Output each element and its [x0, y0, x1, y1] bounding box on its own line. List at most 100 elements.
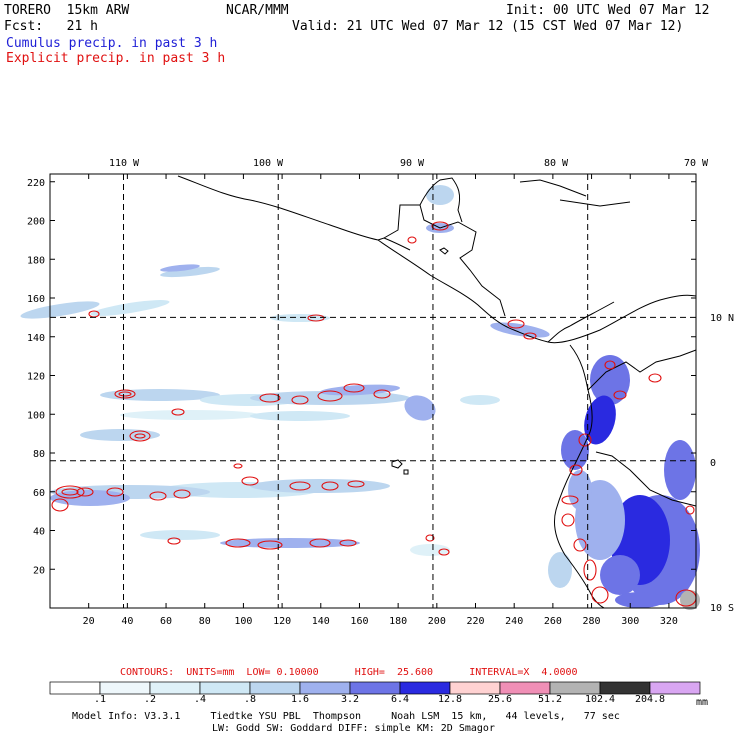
- explicit-precip-contour: [173, 489, 191, 499]
- precip-fill-blob: [615, 592, 665, 608]
- scale-value-label: 3.2: [340, 694, 360, 705]
- explicit-precip-contour: [373, 389, 391, 399]
- explicit-precip-contour: [257, 540, 283, 550]
- longitude-label: 90 W: [400, 158, 425, 169]
- explicit-precip-contour: [343, 383, 365, 393]
- caribbean-coast: [547, 294, 697, 344]
- scale-color-box: [399, 681, 451, 695]
- precip-fill-blob: [590, 355, 630, 405]
- caribbean-islands: [519, 179, 631, 207]
- x-tick-label: 200: [428, 616, 446, 627]
- y-tick-label: 220: [27, 178, 45, 189]
- explicit-precip-contour: [241, 476, 259, 486]
- precip-fill-blob: [250, 479, 390, 493]
- precip-fill-blob: [568, 470, 592, 510]
- explicit-precip-contour: [233, 463, 243, 469]
- explicit-precip-contour: [149, 491, 167, 501]
- y-tick-label: 120: [27, 372, 45, 383]
- y-tick-label: 180: [27, 255, 45, 266]
- coastline-layer: [177, 175, 697, 609]
- explicit-precip-contour: [114, 389, 136, 399]
- precip-fill-blob: [140, 530, 220, 540]
- y-tick-label: 160: [27, 294, 45, 305]
- contour-info: CONTOURS: UNITS=mm LOW= 0.10000 HIGH= 25…: [120, 667, 578, 678]
- precip-fill-blob: [160, 264, 200, 272]
- explicit-precip-contour: [317, 390, 343, 402]
- explicit-precip-contour: [51, 498, 69, 512]
- scale-color-box: [149, 681, 201, 695]
- precip-fill-blob: [20, 301, 100, 319]
- x-tick-label: 240: [505, 616, 523, 627]
- scale-color-box: [99, 681, 151, 695]
- map-frame: [49, 173, 697, 609]
- latitude-label: 10 S: [710, 603, 734, 614]
- explicit-precip-contour: [309, 538, 331, 548]
- scale-value-label: .8: [243, 694, 257, 705]
- precip-fill-blob: [404, 395, 436, 421]
- scale-color-box: [199, 681, 251, 695]
- scale-color-box: [49, 681, 101, 695]
- x-tick-label: 260: [544, 616, 562, 627]
- explicit-precip-contour: [225, 538, 251, 548]
- island-cocos: [439, 247, 449, 255]
- model-physics: LW: Godd SW: Goddard DIFF: simple KM: 2D…: [212, 723, 495, 734]
- scale-color-box: [249, 681, 301, 695]
- scale-value-label: 51.2: [537, 694, 563, 705]
- precip-fill-blob: [250, 411, 350, 421]
- longitude-label: 110 W: [109, 158, 140, 169]
- scale-color-box: [599, 681, 651, 695]
- x-tick-label: 120: [273, 616, 291, 627]
- y-tick-label: 140: [27, 333, 45, 344]
- explicit-precip-contour: [431, 221, 449, 231]
- longitude-label: 80 W: [544, 158, 569, 169]
- explicit-precip-contour: [61, 488, 79, 496]
- explicit-precip-contour: [106, 487, 124, 497]
- precip-fill-blob: [600, 555, 640, 595]
- explicit-precip-contour: [259, 393, 281, 403]
- precip-fill-blob: [120, 410, 260, 420]
- explicit-precip-contour: [523, 332, 537, 340]
- y-tick-label: 60: [33, 488, 45, 499]
- x-tick-label: 220: [466, 616, 484, 627]
- x-tick-label: 140: [312, 616, 330, 627]
- scale-value-label: 1.6: [290, 694, 310, 705]
- x-axis-ticks: 20 40 60 80 100 120 140 160 180 200 220 240 260 280 30…: [83, 174, 678, 627]
- explicit-precip-contour: [578, 433, 592, 447]
- scale-value-label: 12.8: [437, 694, 463, 705]
- precip-fill-blob: [50, 490, 130, 506]
- color-scale-bar: [49, 681, 701, 695]
- scale-color-box: [549, 681, 601, 695]
- precip-fill-blob: [548, 552, 572, 588]
- longitude-labels: 110 W 100 W 90 W 80 W 70 W: [109, 158, 709, 169]
- explicit-precip-contour: [507, 319, 525, 329]
- valid-time: Valid: 21 UTC Wed 07 Mar 12 (15 CST Wed …: [292, 19, 684, 34]
- scale-color-box: [499, 681, 551, 695]
- precip-fill-blob: [460, 395, 500, 405]
- latitude-label: 10 N: [710, 313, 734, 324]
- precip-fill-blob: [664, 440, 696, 500]
- y-tick-label: 40: [33, 527, 45, 538]
- scale-color-box: [299, 681, 351, 695]
- scale-value-label: 102.4: [584, 694, 616, 705]
- scale-color-box: [449, 681, 501, 695]
- explicit-precip-contour: [167, 537, 181, 545]
- lat-lon-grid: [50, 174, 696, 608]
- explicit-precip-contour: [347, 480, 365, 488]
- explicit-precip-contour: [685, 505, 695, 515]
- scale-value-label: 25.6: [487, 694, 513, 705]
- scale-value-label: .1: [93, 694, 107, 705]
- precip-fill-blob: [410, 544, 450, 556]
- model-info: Model Info: V3.3.1 Tiedtke YSU PBL Thomp…: [72, 711, 620, 722]
- explicit-precip-contour: [613, 390, 627, 400]
- explicit-precip-contour: [648, 373, 662, 383]
- precip-fill-blob: [584, 395, 616, 445]
- longitude-label: 70 W: [684, 158, 709, 169]
- y-axis-ticks: 220 200 180 160 140 120 100 80 60 40 20: [27, 178, 696, 576]
- central-america-inland: [383, 204, 506, 317]
- explicit-precip-contours: [51, 221, 697, 607]
- coastline-north: [177, 175, 411, 251]
- precip-fill-blob: [680, 590, 700, 610]
- precip-fill-blob: [160, 266, 220, 278]
- scale-value-label: 6.4: [390, 694, 410, 705]
